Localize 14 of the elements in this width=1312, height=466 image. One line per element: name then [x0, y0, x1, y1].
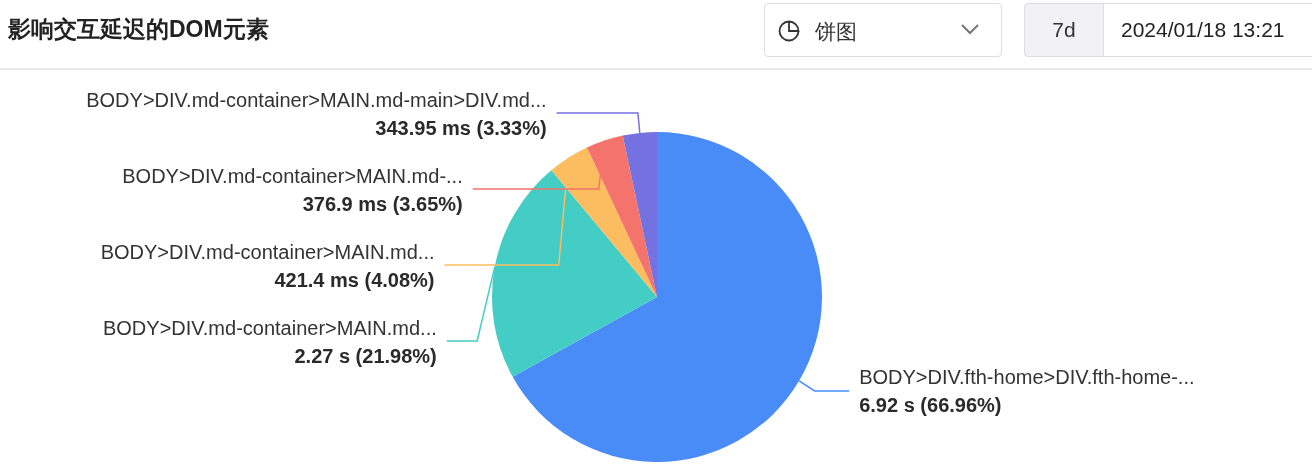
slice-label: BODY>DIV.md-container>MAIN.md-...	[122, 164, 463, 187]
text: 饼图	[815, 19, 857, 45]
data-label: 376.9 ms (3.65%)	[302, 192, 463, 215]
text: 2024/01/18 13:21	[1104, 3, 1312, 57]
data-label: 2.27 s (21.98%)	[294, 344, 437, 367]
slice-label: BODY>DIV.md-container>MAIN.md...	[100, 240, 435, 263]
data-label: 343.95 ms (3.33%)	[375, 116, 547, 139]
slice-label: BODY>DIV.md-container>MAIN.md-main>DIV.md...	[86, 88, 547, 111]
chart-title: 影响交互延迟的DOM元素	[8, 15, 269, 44]
text: 7d	[1024, 3, 1104, 57]
data-label: 6.92 s (66.96%)	[859, 394, 1002, 417]
data-label: 421.4 ms (4.08%)	[274, 268, 435, 291]
slice-label: BODY>DIV.fth-home>DIV.fth-home-...	[859, 366, 1195, 389]
slice-label: BODY>DIV.md-container>MAIN.md...	[102, 316, 437, 339]
